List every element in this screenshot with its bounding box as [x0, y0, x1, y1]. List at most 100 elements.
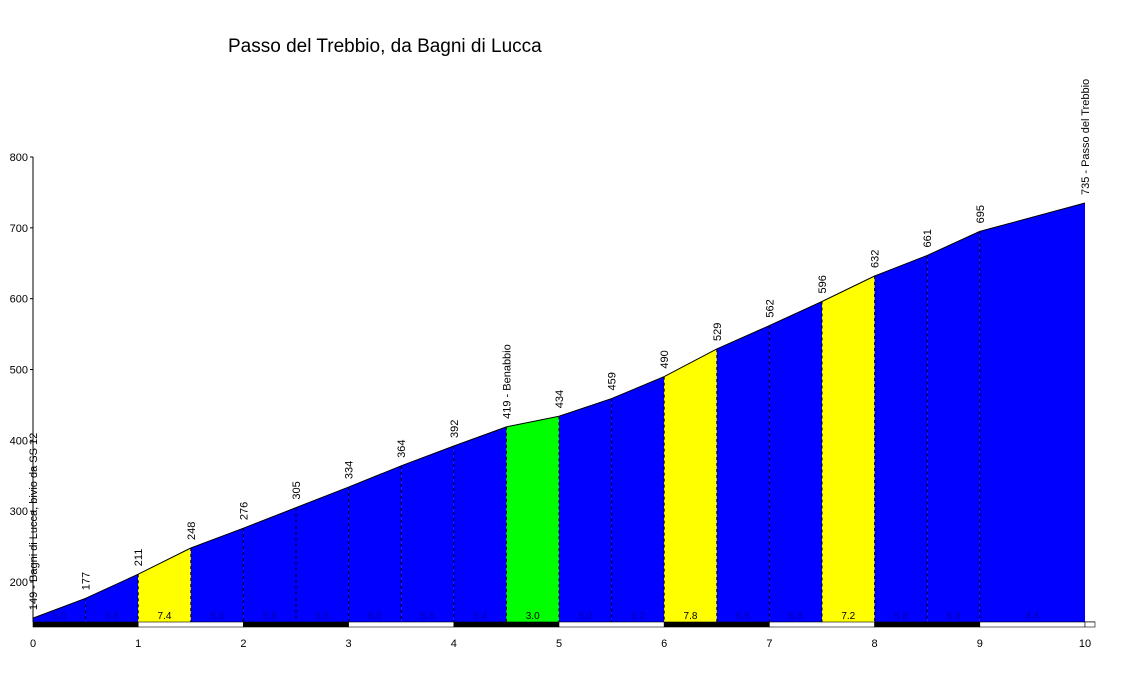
axes: 200 300 400 500 600 700 800 0 1 2 3 4 5 6 7 8 9 10 — [10, 152, 1091, 650]
chart-title: Passo del Trebbio, da Bagni di Lucca — [228, 36, 542, 57]
x-tick-label: 2 — [240, 638, 246, 650]
profile-line — [32, 597, 86, 619]
x-tick-label: 6 — [661, 638, 667, 650]
grade-label: 6.8 — [947, 611, 961, 622]
segment-area — [611, 376, 665, 622]
altitude-label: 562 — [764, 299, 776, 317]
altitude-label: 392 — [449, 420, 461, 438]
altitude-label: 632 — [870, 250, 882, 268]
x-tick-label: 8 — [872, 638, 878, 650]
altitude-label: 276 — [238, 502, 250, 520]
grade-label: 6.2 — [631, 611, 645, 622]
x-tick-label: 9 — [977, 638, 983, 650]
profile-line — [926, 230, 981, 256]
grade-label: 4.4 — [1025, 611, 1039, 622]
segment-area — [85, 574, 139, 622]
x-tick-label: 10 — [1079, 638, 1091, 650]
profile-line — [190, 527, 244, 549]
segment-area — [927, 231, 980, 622]
segment-area — [453, 426, 507, 622]
altitude-label: 364 — [396, 439, 408, 457]
y-tick-label: 300 — [10, 506, 28, 518]
profile-line — [558, 398, 612, 417]
grade-label: 6.0 — [368, 611, 382, 622]
grade-label: 7.8 — [684, 611, 698, 622]
x-tick-label: 7 — [766, 638, 772, 650]
y-tick-label: 200 — [10, 577, 28, 589]
profile-line — [979, 202, 1086, 232]
altitude-label: 305 — [291, 481, 303, 499]
altitude-label: 434 — [554, 390, 566, 408]
segment-area — [664, 348, 717, 622]
altitude-label: 177 — [81, 572, 93, 590]
segment-area — [296, 487, 349, 622]
segment-area — [769, 301, 822, 622]
altitude-label: 419 - Benabbio — [501, 344, 513, 419]
altitude-label: 661 — [922, 229, 934, 247]
altitude-label: 529 — [712, 323, 724, 341]
y-tick-label: 600 — [10, 294, 28, 306]
grade-label: 5.6 — [52, 611, 66, 622]
x-tick-label: 1 — [135, 638, 141, 650]
altitude-label: 490 — [659, 350, 671, 368]
altitude-labels: 149 - Bagni di Lucca, bivio da SS 12 177 2… — [28, 79, 1092, 610]
segment-area — [979, 203, 1085, 622]
km-bar-cell — [348, 621, 455, 628]
segment-area — [822, 276, 875, 622]
profile-line — [663, 348, 718, 378]
altitude-label: 735 - Passo del Trebbio — [1080, 79, 1092, 195]
profile-line — [506, 415, 560, 428]
altitude-label: 211 — [133, 549, 145, 567]
grade-label: 6.8 — [105, 611, 119, 622]
km-dividers — [85, 231, 981, 622]
segment-areas — [32, 202, 1086, 623]
grade-label: 5.8 — [894, 611, 908, 622]
altitude-label: 695 — [975, 205, 987, 223]
profile-line — [85, 573, 139, 599]
km-bar-cell — [663, 621, 770, 628]
profile-line — [348, 465, 402, 488]
y-tick-label: 700 — [10, 223, 28, 235]
altitude-label: 334 — [344, 461, 356, 479]
segment-area — [559, 398, 612, 622]
profile-line — [295, 486, 349, 509]
profile-line — [453, 426, 507, 447]
grade-label: 5.8 — [315, 611, 329, 622]
km-bar-cell — [979, 621, 1086, 628]
km-bar-cell — [874, 621, 981, 628]
segment-area — [506, 416, 559, 622]
grade-label: 5.4 — [473, 611, 487, 622]
km-bar-cell — [32, 621, 139, 628]
grade-label: 7.2 — [841, 611, 855, 622]
profile-line — [716, 325, 770, 350]
profile-line — [611, 376, 665, 400]
profile-line — [137, 547, 192, 575]
km-distance-bar — [32, 621, 1096, 628]
grade-label: 5.6 — [210, 611, 224, 622]
grade-label: 3.0 — [526, 611, 540, 622]
segment-area — [348, 465, 402, 622]
segment-area — [138, 548, 191, 622]
segment-area — [716, 325, 770, 622]
km-bar-cell — [243, 621, 349, 628]
km-bar-cell — [1084, 621, 1096, 628]
x-tick-label: 3 — [346, 638, 352, 650]
km-bar-cell — [769, 621, 875, 628]
segment-area — [401, 446, 454, 622]
profile-line — [874, 254, 928, 277]
altitude-label: 596 — [817, 275, 829, 293]
grade-label: 6.6 — [736, 611, 750, 622]
segment-area — [190, 528, 244, 622]
grade-label: 5.8 — [263, 611, 277, 622]
y-tick-label: 400 — [10, 435, 28, 447]
x-tick-label: 5 — [556, 638, 562, 650]
profile-line — [821, 275, 875, 302]
grade-label: 6.8 — [789, 611, 803, 622]
km-bar-cell — [558, 621, 665, 628]
grade-labels: 5.6 6.8 7.4 5.6 5.8 5.8 6.0 5.6 5.4 3.0 5.0 6.2 7.8 6… — [52, 611, 1039, 622]
km-bar-cell — [453, 621, 560, 628]
km-bar-cell — [137, 621, 244, 628]
segment-area — [33, 598, 86, 622]
grade-label: 7.4 — [158, 611, 172, 622]
